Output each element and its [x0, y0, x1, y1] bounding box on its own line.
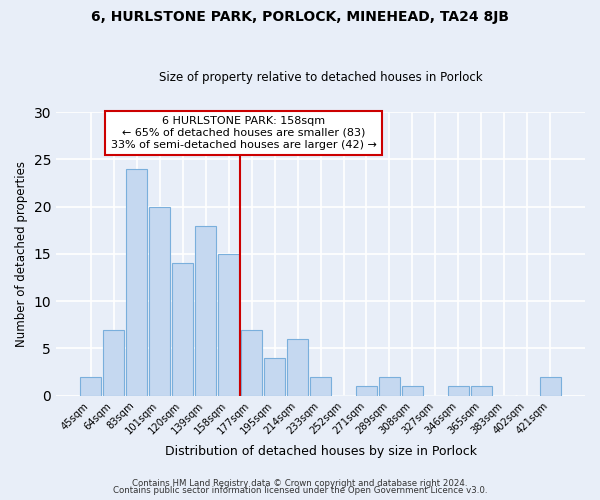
Bar — [80, 377, 101, 396]
Text: 6, HURLSTONE PARK, PORLOCK, MINEHEAD, TA24 8JB: 6, HURLSTONE PARK, PORLOCK, MINEHEAD, TA… — [91, 10, 509, 24]
Bar — [264, 358, 285, 396]
Bar — [103, 330, 124, 396]
Title: Size of property relative to detached houses in Porlock: Size of property relative to detached ho… — [159, 72, 482, 85]
Text: 6 HURLSTONE PARK: 158sqm
← 65% of detached houses are smaller (83)
33% of semi-d: 6 HURLSTONE PARK: 158sqm ← 65% of detach… — [111, 116, 377, 150]
Bar — [195, 226, 216, 396]
Bar — [402, 386, 423, 396]
Y-axis label: Number of detached properties: Number of detached properties — [15, 161, 28, 347]
Bar — [126, 169, 147, 396]
Bar — [172, 264, 193, 396]
Bar — [149, 206, 170, 396]
Bar — [540, 377, 561, 396]
Text: Contains HM Land Registry data © Crown copyright and database right 2024.: Contains HM Land Registry data © Crown c… — [132, 478, 468, 488]
Text: Contains public sector information licensed under the Open Government Licence v3: Contains public sector information licen… — [113, 486, 487, 495]
Bar — [356, 386, 377, 396]
Bar — [471, 386, 492, 396]
Bar — [218, 254, 239, 396]
Bar — [310, 377, 331, 396]
Bar — [287, 339, 308, 396]
Bar — [241, 330, 262, 396]
Bar — [448, 386, 469, 396]
X-axis label: Distribution of detached houses by size in Porlock: Distribution of detached houses by size … — [164, 444, 476, 458]
Bar — [379, 377, 400, 396]
